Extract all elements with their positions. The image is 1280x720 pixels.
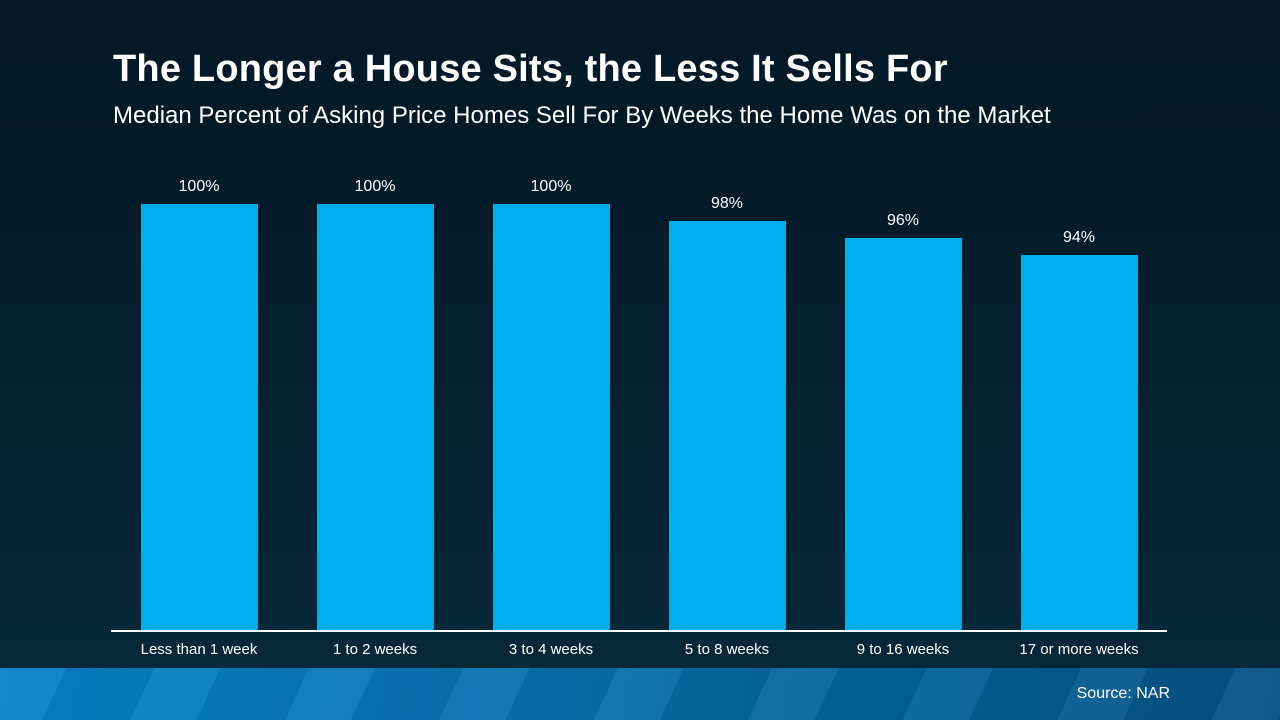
bar-value-label: 98% <box>710 195 744 212</box>
footer-band: Source: NAR <box>0 668 1280 720</box>
bar-value-label: 100% <box>178 178 220 195</box>
bar-value-label: 100% <box>530 178 572 195</box>
bar <box>1020 255 1138 631</box>
bar-column: 100% <box>463 178 639 631</box>
bar-value-label: 100% <box>354 178 396 195</box>
category-label: Less than 1 week <box>140 641 258 658</box>
bar <box>316 204 434 631</box>
category-label: 9 to 16 weeks <box>856 641 950 658</box>
bar-column: 100% <box>287 178 463 631</box>
bar-chart: 100% 100% 100% 98% 96% 94% <box>111 0 1167 631</box>
bar <box>492 204 610 631</box>
bar-column: 96% <box>815 212 991 631</box>
x-axis-line <box>111 630 1167 632</box>
bar-column: 94% <box>991 229 1167 631</box>
source-text: Source: NAR <box>1076 685 1170 702</box>
bar-value-label: 96% <box>886 212 920 229</box>
bar <box>668 221 786 631</box>
category-label: 5 to 8 weeks <box>684 641 770 658</box>
category-label: 3 to 4 weeks <box>508 641 594 658</box>
bar <box>140 204 258 631</box>
chart-title: The Longer a House Sits, the Less It Sel… <box>113 48 948 90</box>
bar-column: 98% <box>639 195 815 631</box>
category-label: 17 or more weeks <box>1019 641 1139 658</box>
category-label: 1 to 2 weeks <box>332 641 418 658</box>
bar <box>844 238 962 631</box>
bar-value-label: 94% <box>1062 229 1096 246</box>
x-axis-labels: Less than 1 week 1 to 2 weeks 3 to 4 weeks… <box>111 641 1167 658</box>
bar-column: 100% <box>111 178 287 631</box>
chart-subtitle: Median Percent of Asking Price Homes Sel… <box>113 102 1051 129</box>
